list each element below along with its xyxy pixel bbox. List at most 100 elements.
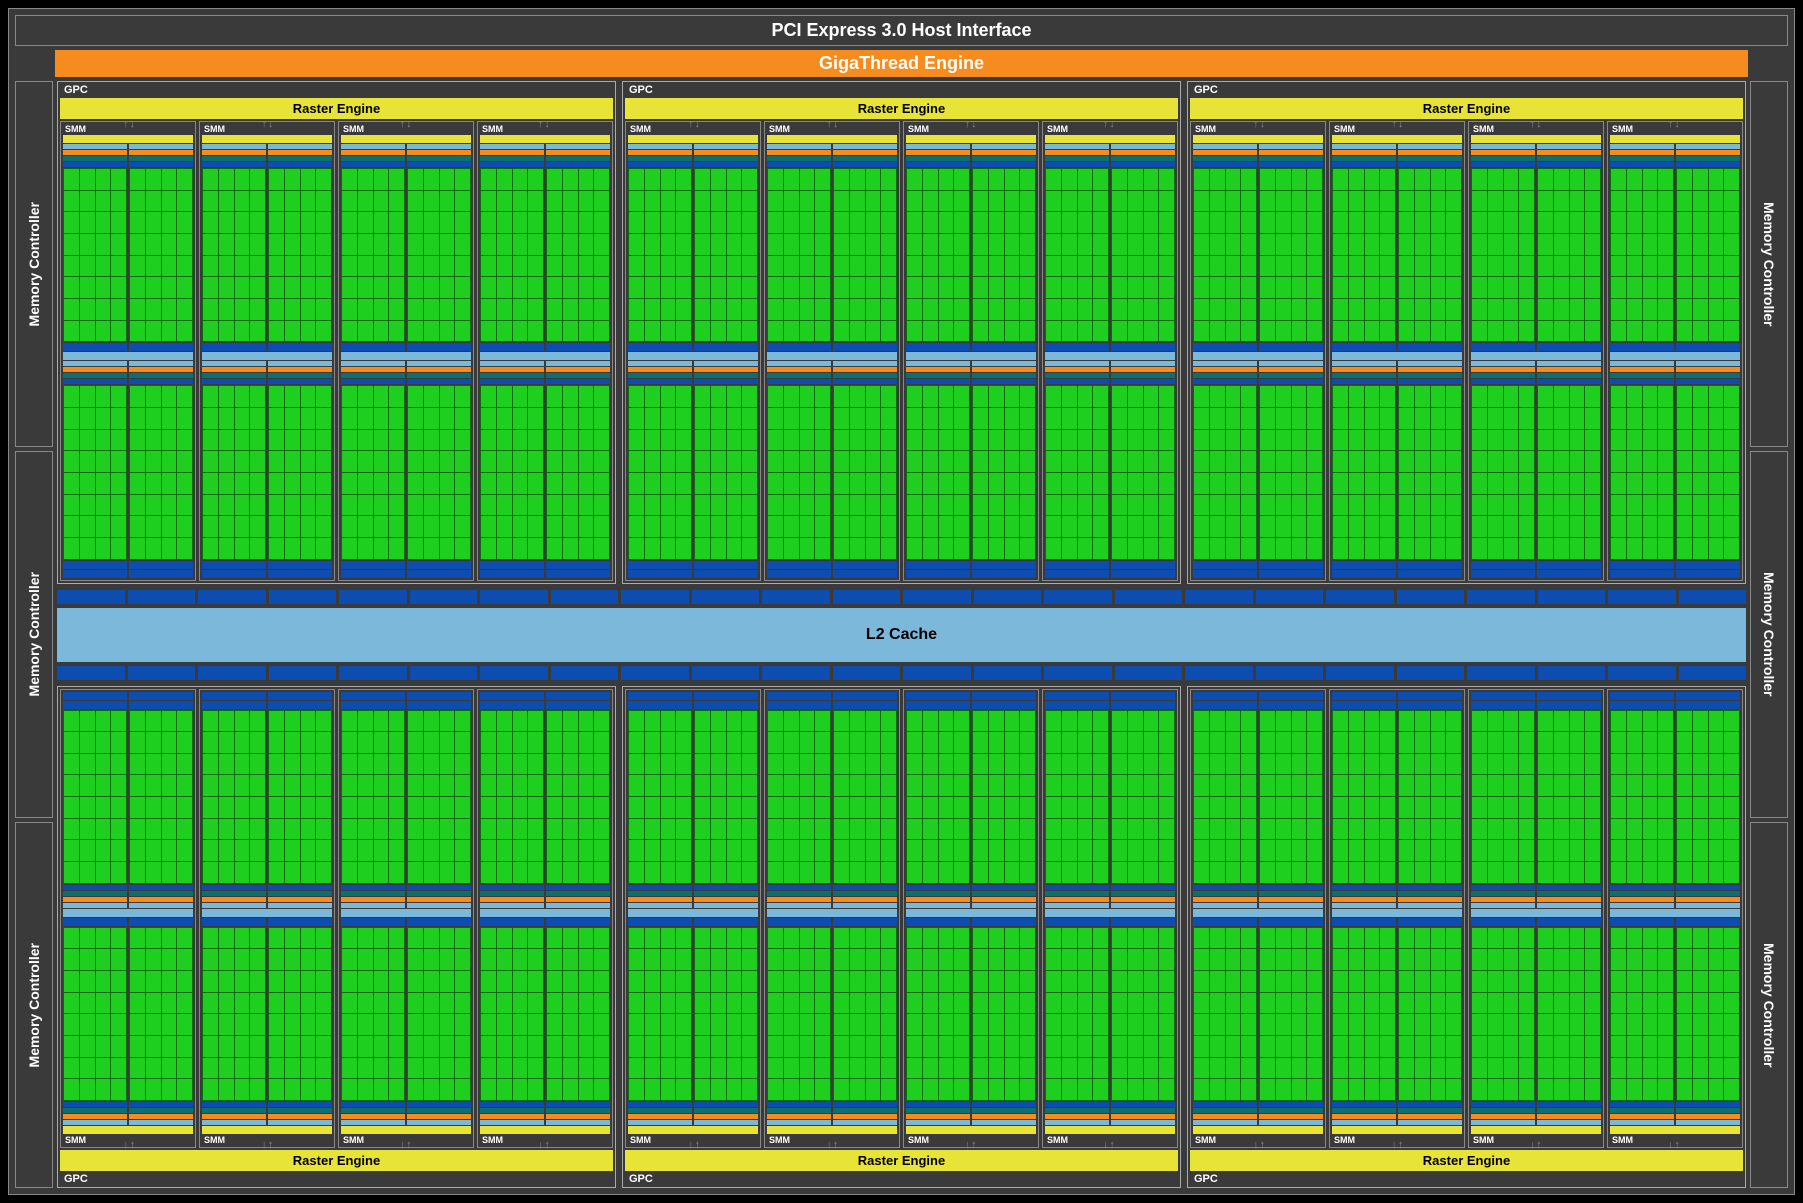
cuda-core [1709, 321, 1724, 342]
cuda-core [907, 473, 922, 494]
smm-quarter [1676, 918, 1740, 1125]
smm-register-file [202, 162, 266, 167]
cuda-core [954, 1058, 969, 1079]
cuda-core [661, 516, 676, 537]
cuda-core [1159, 993, 1174, 1014]
cuda-core [64, 754, 79, 775]
smm-quarter [546, 918, 610, 1125]
cuda-core [235, 191, 250, 212]
cuda-core [1046, 256, 1061, 277]
smm-register-file [63, 885, 127, 890]
tex-unit [268, 692, 332, 700]
cuda-core [1144, 299, 1159, 320]
cuda-core [727, 473, 742, 494]
cuda-core [408, 754, 423, 775]
smm-quarter [1111, 918, 1175, 1125]
cuda-core [768, 191, 783, 212]
cuda-core [269, 451, 284, 472]
cuda-core [497, 495, 512, 516]
cuda-core [96, 408, 111, 429]
cuda-core [1643, 386, 1658, 407]
cuda-core [374, 169, 389, 190]
cuda-core [866, 1036, 881, 1057]
cuda-core [1210, 234, 1225, 255]
cuda-core [923, 538, 938, 559]
tex-unit [341, 692, 405, 700]
smm-interconnect [63, 909, 193, 917]
cuda-core [1611, 495, 1626, 516]
cuda-core [1062, 386, 1077, 407]
cuda-core [1611, 840, 1626, 861]
cuda-core [1159, 516, 1174, 537]
cuda-core [1005, 430, 1020, 451]
smm-buffer [628, 903, 692, 908]
smm-instruction-cache [1471, 1126, 1601, 1134]
smm-half [480, 918, 610, 1125]
smm-dispatch [1610, 373, 1674, 378]
smm-ldst [1045, 701, 1109, 709]
cuda-core [424, 732, 439, 753]
cuda-core [1241, 711, 1256, 732]
cuda-core [1093, 495, 1108, 516]
cuda-core [1554, 473, 1569, 494]
cuda-core [528, 451, 543, 472]
cuda-core [1415, 408, 1430, 429]
cuda-core [408, 191, 423, 212]
cuda-core [389, 862, 404, 883]
smm-register-file [1193, 1102, 1257, 1107]
cuda-core [1538, 277, 1553, 298]
cuda-core [301, 754, 316, 775]
smm-ldst [407, 343, 471, 351]
cuda-core [389, 538, 404, 559]
smm-dispatch [1398, 156, 1462, 161]
cuda-core [1365, 516, 1380, 537]
cuda-core [203, 408, 218, 429]
cuda-core [389, 516, 404, 537]
cuda-core [1611, 191, 1626, 212]
cuda-core [374, 451, 389, 472]
cuda-core [111, 495, 126, 516]
cuda-core [1005, 1014, 1020, 1035]
cuda-core [1627, 754, 1642, 775]
cuda-core [497, 516, 512, 537]
smm-register-file [341, 162, 405, 167]
cuda-core [269, 732, 284, 753]
cuda-core [815, 321, 830, 342]
cuda-core [1570, 754, 1585, 775]
cuda-core [1194, 1079, 1209, 1100]
cuda-core [203, 928, 218, 949]
cuda-core [1446, 191, 1461, 212]
smm-quarter [1398, 701, 1462, 908]
cuda-core [455, 495, 470, 516]
cuda-core [146, 408, 161, 429]
cuda-core [130, 299, 145, 320]
cuda-core [316, 1014, 331, 1035]
cuda-core [130, 819, 145, 840]
cuda-core [497, 993, 512, 1014]
cuda-core [815, 191, 830, 212]
cuda-core [1538, 495, 1553, 516]
cuda-core [481, 949, 496, 970]
smm-tex-row [906, 570, 1036, 578]
smm-ldst [268, 701, 332, 709]
cuda-core [1194, 299, 1209, 320]
cuda-core [1488, 234, 1503, 255]
cuda-core [1307, 711, 1322, 732]
smm-block: SMM [338, 121, 474, 581]
cuda-core [1446, 212, 1461, 233]
cuda-core [1159, 797, 1174, 818]
cuda-core [358, 538, 373, 559]
cuda-core [1159, 538, 1174, 559]
smm-ldst [63, 343, 127, 351]
cuda-core-grid [1537, 385, 1601, 559]
cuda-core [130, 473, 145, 494]
cuda-core [1078, 169, 1093, 190]
cuda-core [1724, 971, 1739, 992]
cuda-core [424, 538, 439, 559]
cuda-core [563, 928, 578, 949]
cuda-core [1078, 1058, 1093, 1079]
cuda-core [481, 840, 496, 861]
cuda-core [424, 451, 439, 472]
cuda-core [815, 1079, 830, 1100]
cuda-core [1159, 169, 1174, 190]
